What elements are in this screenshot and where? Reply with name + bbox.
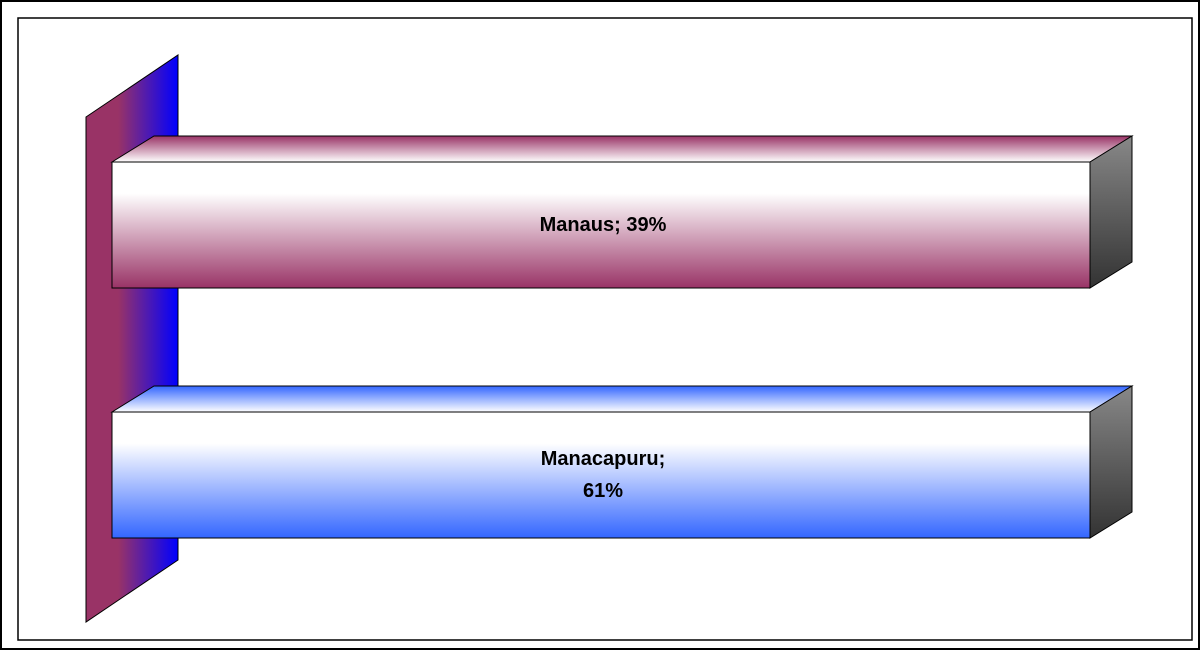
bar-side [1089,385,1133,539]
data-label: Manaus; 39% [539,214,667,236]
bar-front [111,411,1091,539]
plot-frame [17,17,1193,641]
bar-side [1089,135,1133,289]
bar-front [111,161,1091,289]
bar-top [110,385,1134,413]
data-label: Manacapuru; 61% [540,448,666,502]
bar-top [110,135,1134,163]
bar [110,385,1134,539]
bar [110,135,1134,289]
